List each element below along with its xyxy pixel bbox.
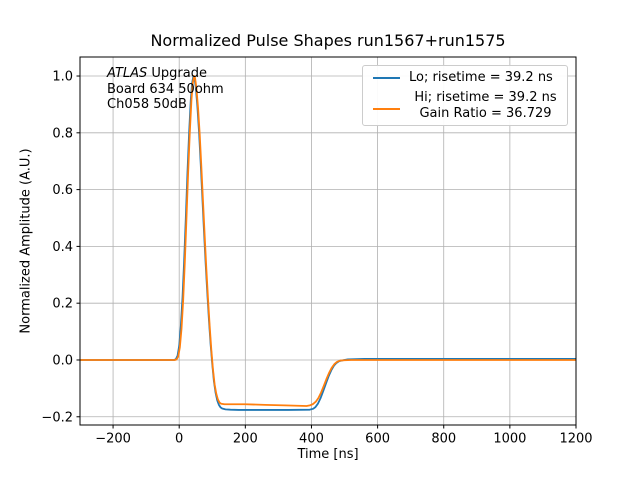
x-tick-label: −200 — [95, 432, 131, 447]
legend-label-hi-line2: Gain Ratio = 36.729 — [419, 105, 552, 121]
axes-frame — [79, 56, 577, 426]
x-tick-label: 400 — [299, 432, 324, 447]
y-axis-label: Normalized Amplitude (A.U.) — [18, 148, 34, 334]
legend: Lo; risetime = 39.2 ns Hi; risetime = 39… — [362, 65, 568, 126]
x-tick-label: 600 — [365, 432, 390, 447]
x-tick-label: 1000 — [493, 432, 526, 447]
legend-sample-hi — [373, 108, 400, 110]
x-tick-label: 0 — [175, 432, 183, 447]
legend-label-hi: Hi; risetime = 39.2 ns Gain Ratio = 36.7… — [409, 90, 562, 121]
legend-sample-lo — [373, 77, 400, 79]
annotation-line-1-rest: Upgrade — [147, 66, 207, 81]
y-tick-label: 0.6 — [52, 183, 73, 198]
annotation-line-2: Board 634 50ohm — [107, 81, 224, 97]
y-tick-label: 1.0 — [52, 70, 73, 85]
x-tick-label: 1200 — [559, 432, 592, 447]
y-tick-label: 0.2 — [52, 297, 73, 312]
legend-label-hi-line1: Hi; risetime = 39.2 ns — [414, 90, 557, 105]
chart-title: Normalized Pulse Shapes run1567+run1575 — [150, 31, 506, 50]
x-tick-label: 200 — [233, 432, 258, 447]
x-tick-label: 800 — [431, 432, 456, 447]
annotation-text: ATLAS Upgrade Board 634 50ohm Ch058 50dB — [107, 66, 224, 113]
y-tick-label: 0.0 — [52, 353, 73, 368]
y-tick-label: 0.8 — [52, 126, 73, 141]
y-tick-label: 0.4 — [52, 240, 73, 255]
legend-label-lo: Lo; risetime = 39.2 ns — [409, 70, 553, 85]
x-axis-label: Time [ns] — [297, 447, 359, 462]
annotation-experiment: ATLAS — [107, 66, 148, 81]
annotation-line-1: ATLAS Upgrade — [107, 66, 224, 82]
annotation-line-3: Ch058 50dB — [107, 97, 187, 112]
series-hi — [80, 75, 576, 407]
y-tick-label: −0.2 — [41, 410, 73, 425]
